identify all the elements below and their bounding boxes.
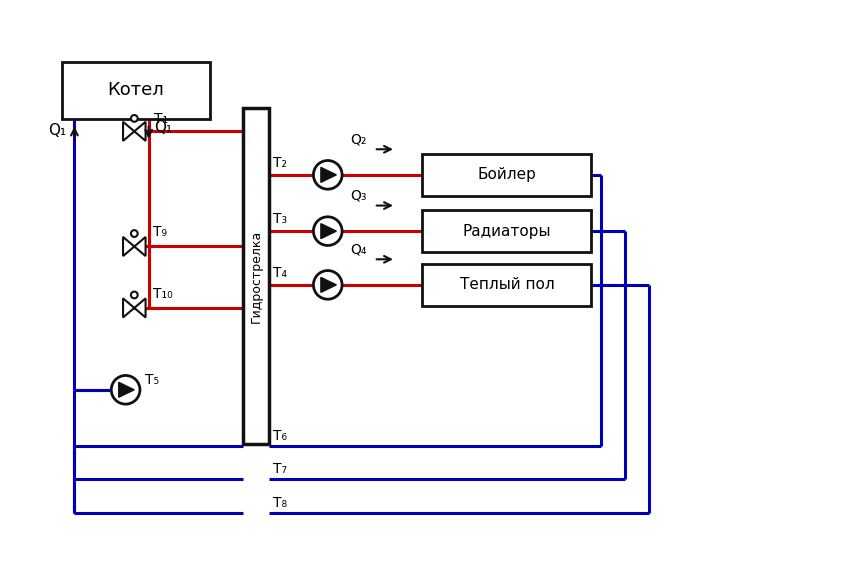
Text: Q₂: Q₂ (349, 133, 366, 147)
Polygon shape (321, 224, 337, 238)
Text: Q₄: Q₄ (349, 243, 366, 257)
Text: Q₁: Q₁ (48, 123, 66, 138)
Text: Q₃: Q₃ (349, 189, 366, 203)
Text: T₃: T₃ (273, 212, 287, 226)
Polygon shape (321, 168, 337, 182)
Text: T₆: T₆ (273, 429, 287, 443)
Polygon shape (123, 298, 134, 317)
Polygon shape (321, 277, 337, 292)
Circle shape (131, 115, 138, 122)
Polygon shape (119, 382, 134, 397)
Text: T₄: T₄ (273, 266, 287, 280)
Polygon shape (134, 298, 145, 317)
Polygon shape (123, 237, 134, 256)
Text: T₁: T₁ (154, 112, 168, 126)
Text: T₅: T₅ (145, 373, 159, 387)
Circle shape (131, 292, 138, 298)
Polygon shape (123, 122, 134, 141)
Text: Бойлер: Бойлер (478, 168, 536, 182)
Text: T₇: T₇ (273, 462, 287, 476)
Text: Гидрострелка: Гидрострелка (250, 229, 263, 322)
Circle shape (314, 161, 342, 189)
Circle shape (111, 375, 140, 404)
FancyBboxPatch shape (422, 264, 592, 306)
Polygon shape (134, 122, 145, 141)
FancyBboxPatch shape (62, 62, 210, 118)
Text: Q₁: Q₁ (154, 120, 172, 135)
Text: T₈: T₈ (273, 495, 287, 510)
Polygon shape (134, 237, 145, 256)
FancyBboxPatch shape (422, 154, 592, 196)
Text: Котел: Котел (107, 81, 164, 99)
Text: T₂: T₂ (273, 156, 287, 170)
Circle shape (314, 217, 342, 245)
Text: Радиаторы: Радиаторы (462, 224, 551, 238)
Circle shape (131, 230, 138, 237)
Text: T₁₀: T₁₀ (153, 287, 173, 301)
Circle shape (314, 270, 342, 299)
FancyBboxPatch shape (243, 108, 269, 444)
FancyBboxPatch shape (422, 210, 592, 252)
Text: T₉: T₉ (153, 226, 167, 240)
Text: Теплый пол: Теплый пол (460, 277, 554, 292)
